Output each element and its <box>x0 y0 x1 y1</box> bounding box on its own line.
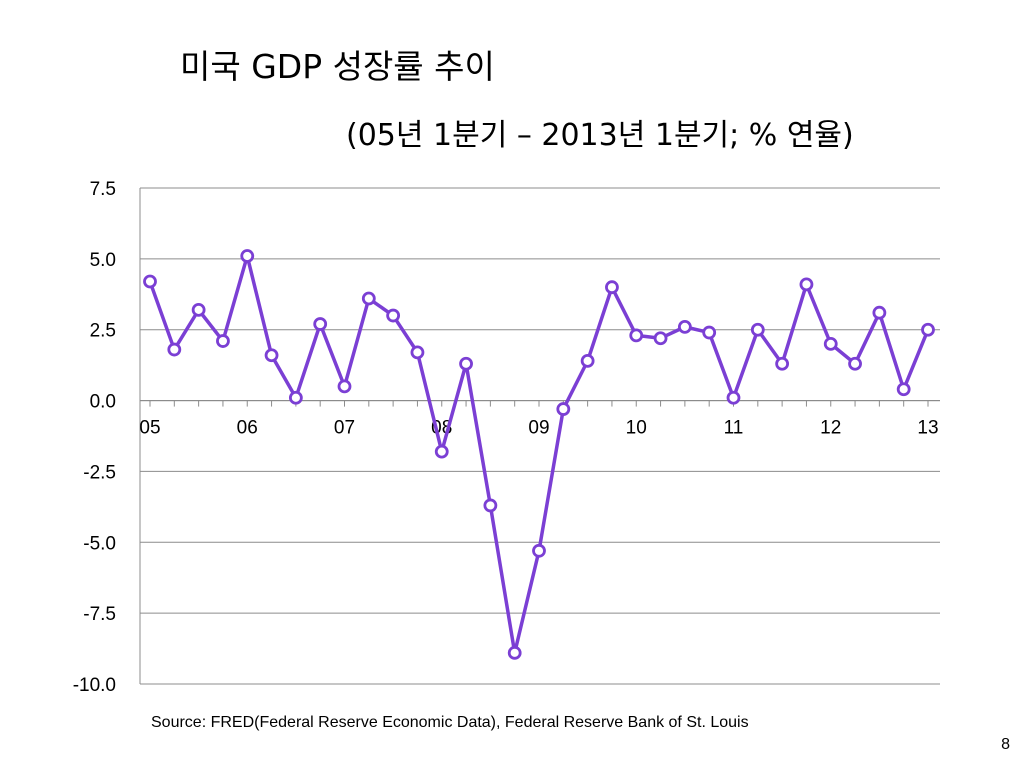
data-point <box>823 336 838 351</box>
data-point <box>629 328 644 343</box>
y-tick-label: 2.5 <box>90 321 116 342</box>
data-point <box>240 249 255 263</box>
series-line <box>148 254 930 655</box>
data-point <box>288 390 303 405</box>
x-tick-label: 12 <box>820 418 841 439</box>
data-point <box>410 345 425 360</box>
data-point <box>507 645 522 660</box>
data-point <box>191 302 206 317</box>
data-point <box>143 274 157 289</box>
data-point <box>532 543 546 558</box>
data-point <box>799 277 814 292</box>
y-tick-label: 7.5 <box>90 179 116 200</box>
y-tick-label: -10.0 <box>73 675 116 696</box>
x-tick-label: 05 <box>139 418 160 439</box>
x-tick-label: 13 <box>917 418 938 439</box>
data-point <box>677 319 692 334</box>
data-point <box>580 353 595 368</box>
x-tick-label: 06 <box>237 418 258 439</box>
page-number: 8 <box>1001 736 1010 753</box>
source-note: Source: FRED(Federal Reserve Economic Da… <box>151 714 749 731</box>
x-tick-label: 11 <box>724 418 744 439</box>
data-point <box>848 356 862 371</box>
data-point <box>313 317 328 331</box>
data-point <box>434 444 449 459</box>
data-point <box>872 305 887 320</box>
gdp-growth-line-chart: 7.55.02.50.0-2.5-5.0-7.5-10.005 06 07 08 09 1… <box>73 179 940 696</box>
data-point <box>459 356 473 371</box>
y-tick-label: -5.0 <box>83 533 116 554</box>
x-tick-label: 07 <box>334 418 355 439</box>
data-point <box>653 331 668 346</box>
data-point <box>605 280 619 295</box>
x-tick-label: 10 <box>626 418 647 439</box>
y-tick-label: 5.0 <box>90 250 116 271</box>
data-point <box>921 322 935 337</box>
data-point <box>750 322 765 337</box>
data-point <box>386 308 401 323</box>
chart-title: 미국 GDP 성장률 추이 <box>180 47 495 86</box>
y-tick-label: -7.5 <box>83 604 116 625</box>
data-point <box>216 334 230 348</box>
data-point <box>167 342 182 357</box>
data-point <box>483 498 498 513</box>
data-point <box>556 402 571 416</box>
data-point <box>264 348 279 363</box>
data-point <box>775 356 790 371</box>
y-tick-label: 0.0 <box>90 392 116 413</box>
chart-subtitle: (05년 1분기 – 2013년 1분기; % 연율) <box>346 118 854 153</box>
data-point <box>361 291 376 306</box>
data-point <box>726 390 741 405</box>
data-point <box>896 382 911 397</box>
y-tick-label: -2.5 <box>83 462 116 483</box>
data-point <box>337 379 352 394</box>
x-tick-label: 09 <box>528 418 549 439</box>
data-point <box>702 325 717 340</box>
